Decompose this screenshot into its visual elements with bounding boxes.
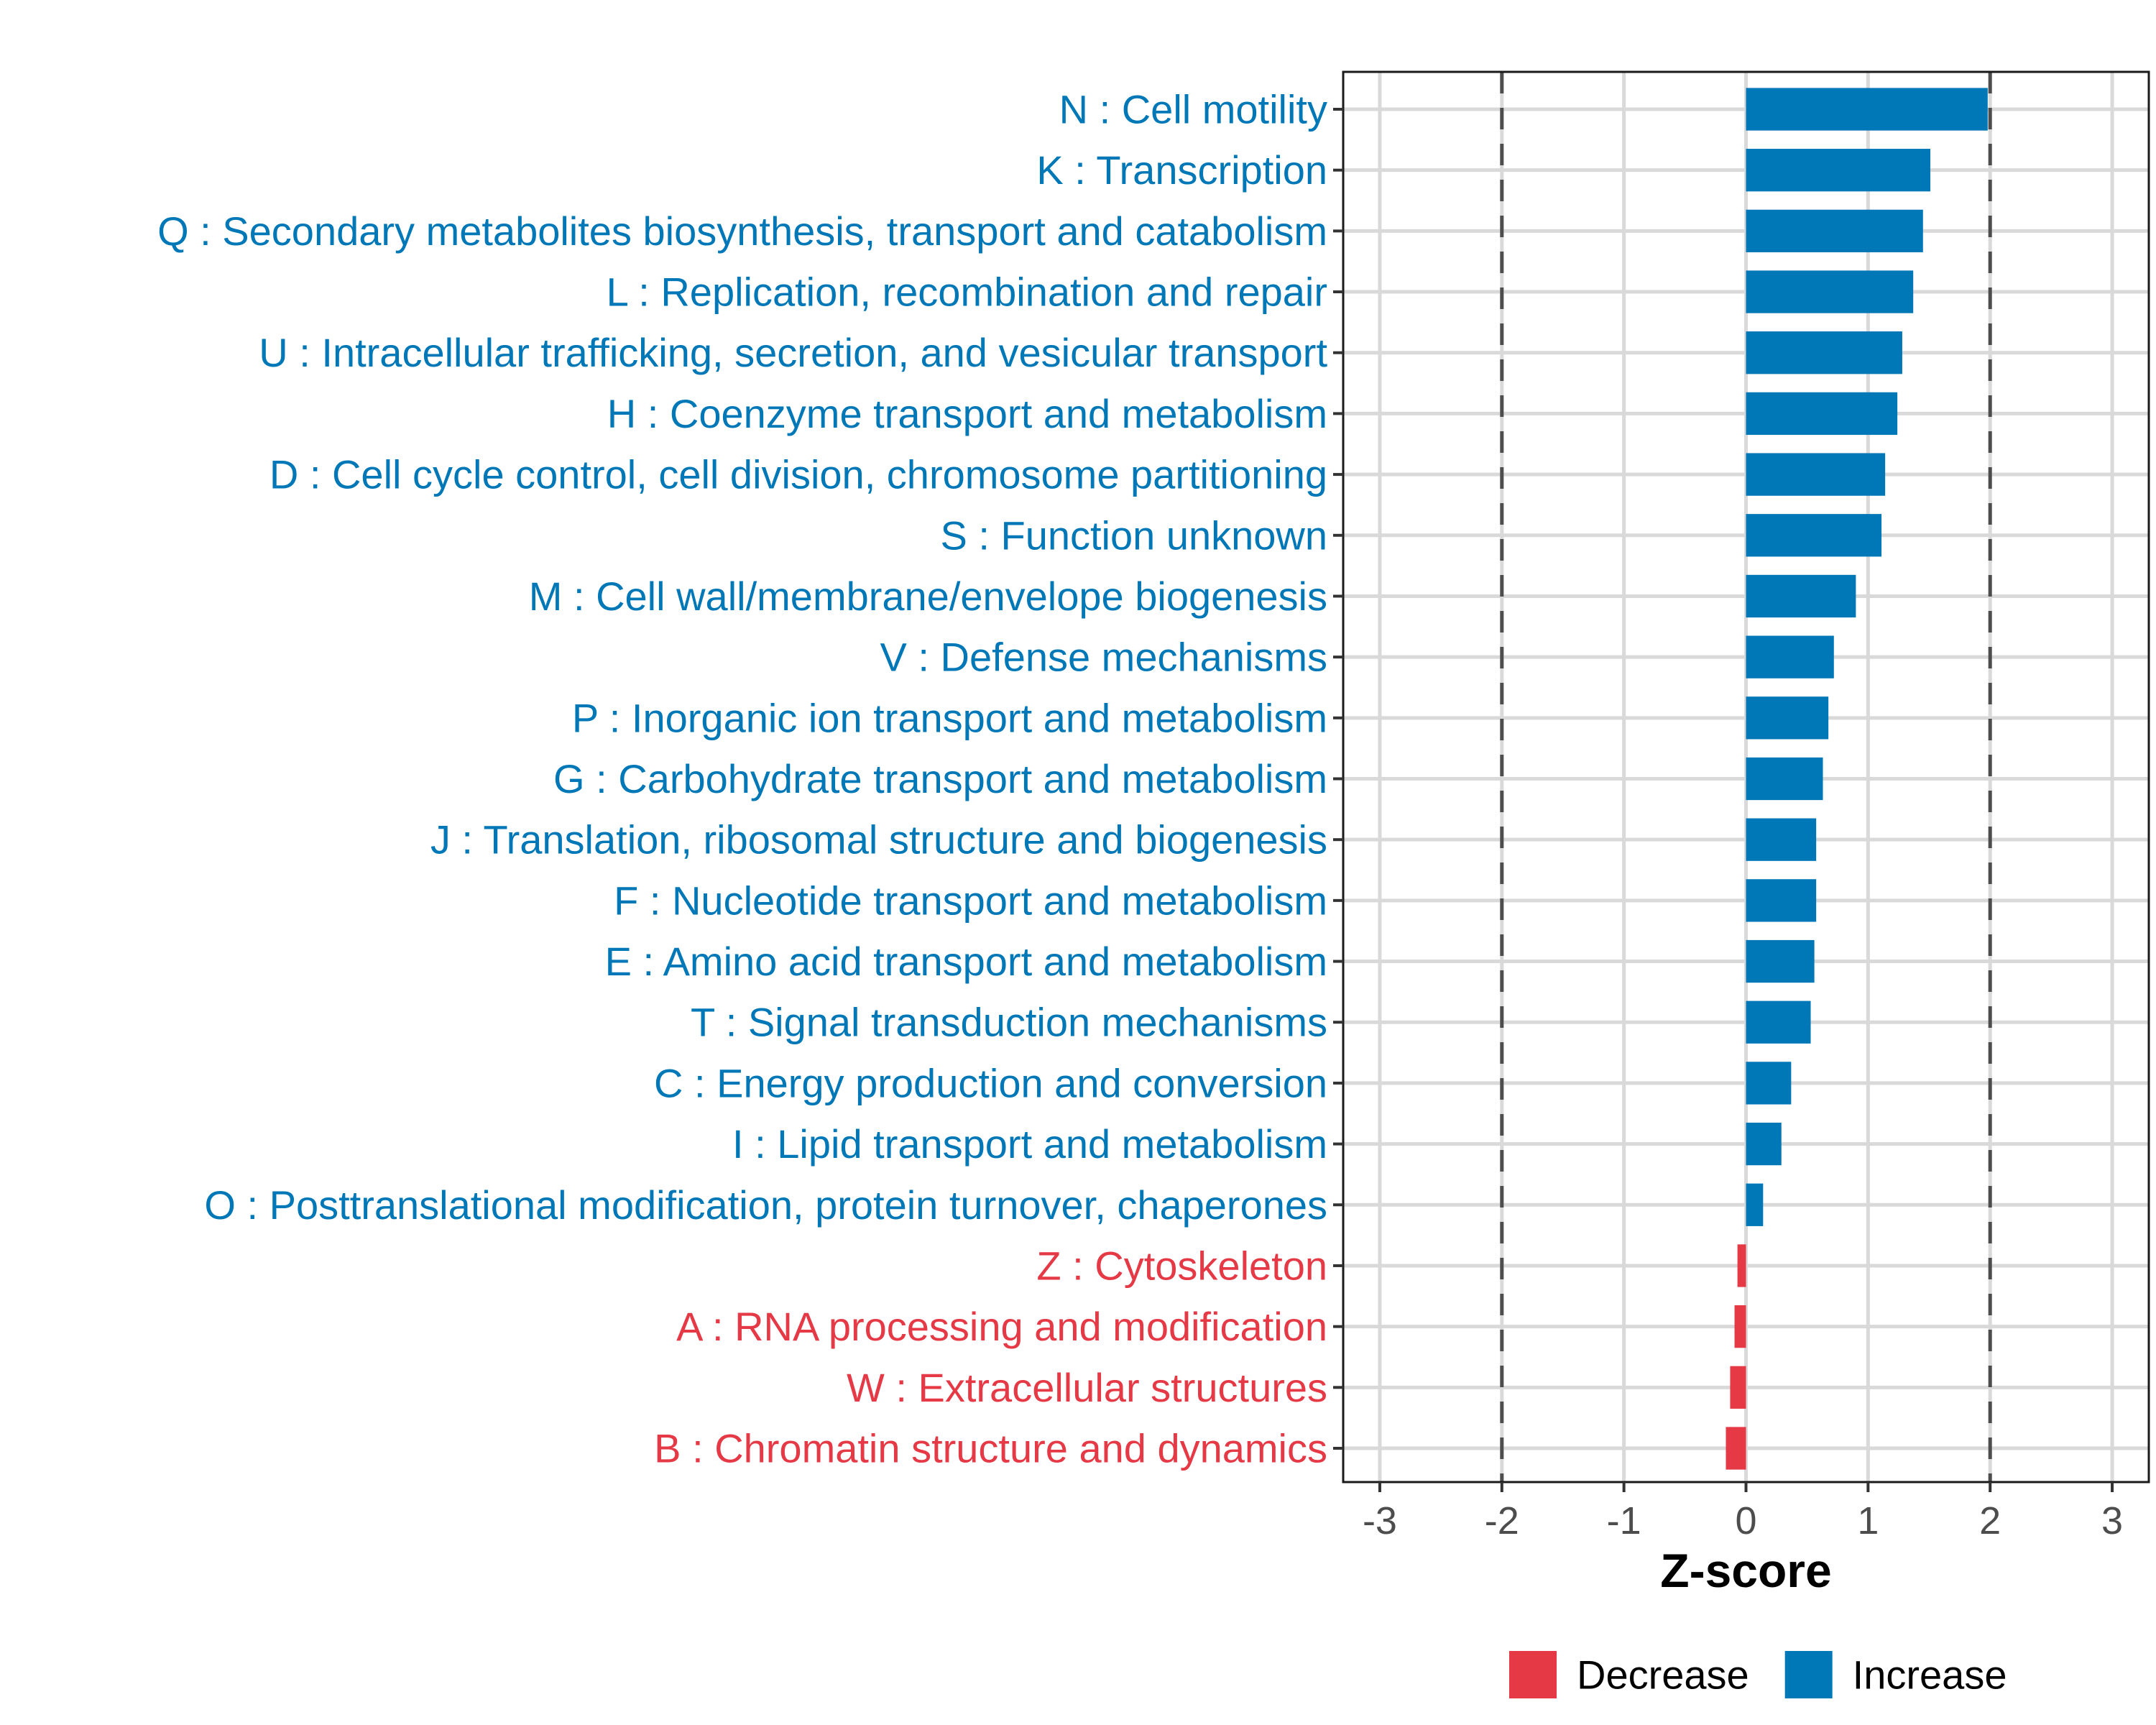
y-tick-label: P : Inorganic ion transport and metaboli… <box>572 695 1327 740</box>
y-tick-label: G : Carbohydrate transport and metabolis… <box>553 756 1327 801</box>
legend-key-decrease <box>1509 1651 1557 1698</box>
bar <box>1734 1305 1746 1348</box>
y-tick-label: T : Signal transduction mechanisms <box>691 1000 1327 1045</box>
bar <box>1746 696 1829 740</box>
y-tick-label: H : Coenzyme transport and metabolism <box>607 391 1327 436</box>
y-tick-label: M : Cell wall/membrane/envelope biogenes… <box>529 574 1327 619</box>
y-tick-label: N : Cell motility <box>1059 87 1327 132</box>
x-axis: -3 -2 -1 0 1 2 3 <box>1363 1482 2123 1542</box>
legend-label-decrease: Decrease <box>1577 1652 1749 1698</box>
bar <box>1746 879 1817 922</box>
bar <box>1746 939 1815 983</box>
bar <box>1746 392 1898 436</box>
y-tick-label: D : Cell cycle control, cell division, c… <box>270 452 1327 497</box>
y-tick-label: Q : Secondary metabolites biosynthesis, … <box>157 208 1327 254</box>
bar <box>1746 88 1988 131</box>
bar <box>1746 209 1923 253</box>
y-tick-label: K : Transcription <box>1036 147 1327 193</box>
bar <box>1746 1122 1782 1166</box>
bar <box>1746 270 1914 313</box>
bar <box>1746 453 1886 496</box>
reference-lines <box>1500 72 1992 1482</box>
bars <box>1726 88 1988 1470</box>
bar <box>1746 1183 1764 1226</box>
legend-key-increase <box>1784 1651 1833 1698</box>
y-tick-label: Z : Cytoskeleton <box>1036 1243 1327 1288</box>
x-tick-label: 1 <box>1857 1499 1879 1542</box>
legend: Decrease Increase <box>1509 1651 2007 1698</box>
x-tick-label: 3 <box>2101 1499 2123 1542</box>
x-tick-label: -3 <box>1363 1499 1397 1542</box>
bar <box>1746 331 1902 374</box>
y-tick-label: F : Nucleotide transport and metabolism <box>614 878 1327 923</box>
legend-label-increase: Increase <box>1853 1652 2007 1698</box>
x-tick-label: -1 <box>1607 1499 1641 1542</box>
x-tick-label: -2 <box>1485 1499 1519 1542</box>
bar <box>1746 757 1823 801</box>
y-tick-label: B : Chromatin structure and dynamics <box>654 1426 1327 1471</box>
y-tick-label: O : Posttranslational modification, prot… <box>204 1182 1327 1228</box>
x-axis-title: Z-score <box>1660 1544 1831 1597</box>
bar <box>1730 1366 1746 1409</box>
bar <box>1746 1062 1792 1105</box>
bar <box>1746 149 1930 192</box>
y-tick-label: S : Function unknown <box>940 512 1327 558</box>
y-tick-label: V : Defense mechanisms <box>880 635 1327 680</box>
bar <box>1726 1427 1746 1470</box>
y-tick-label: A : RNA processing and modification <box>676 1304 1327 1349</box>
x-tick-label: 2 <box>1979 1499 2001 1542</box>
y-tick-label: E : Amino acid transport and metabolism <box>605 939 1327 984</box>
y-tick-label: L : Replication, recombination and repai… <box>607 270 1327 315</box>
y-tick-label: U : Intracellular trafficking, secretion… <box>259 330 1327 375</box>
y-axis: N : Cell motility K : Transcription Q : Se… <box>157 87 1343 1471</box>
bar <box>1746 574 1856 618</box>
y-tick-label: C : Energy production and conversion <box>654 1060 1327 1105</box>
y-tick-label: W : Extracellular structures <box>847 1365 1327 1410</box>
y-tick-label: I : Lipid transport and metabolism <box>732 1121 1327 1167</box>
bar <box>1746 635 1834 678</box>
bar <box>1746 1000 1811 1044</box>
bar <box>1746 514 1882 557</box>
x-tick-label: 0 <box>1735 1499 1756 1542</box>
bar <box>1737 1244 1746 1287</box>
bar <box>1746 818 1817 861</box>
y-tick-label: J : Translation, ribosomal structure and… <box>430 817 1327 862</box>
